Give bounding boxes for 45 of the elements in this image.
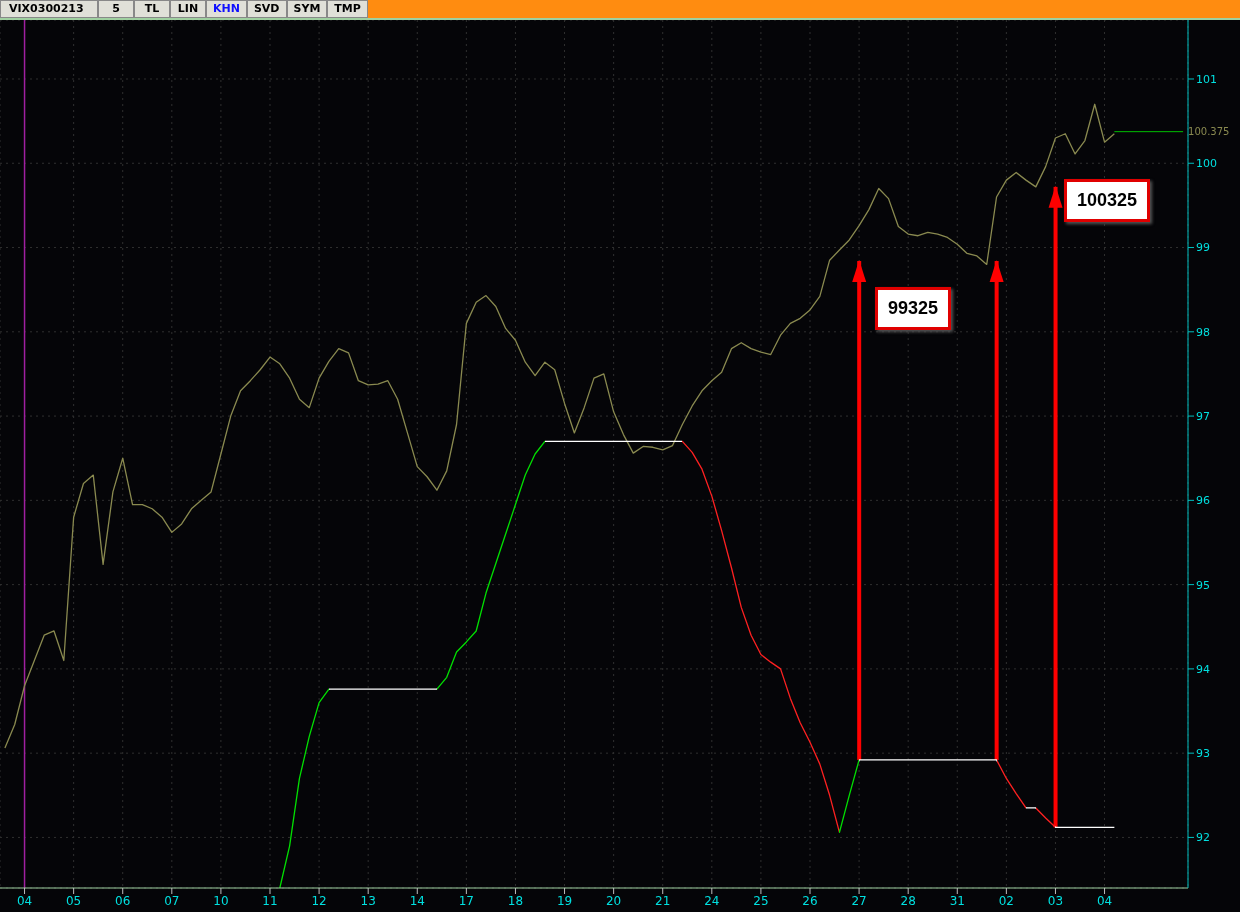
annotation: 99325 [875,287,952,330]
x-tick-label: 07 [164,893,180,908]
line-series [279,440,1116,888]
y-tick-label: 99 [1196,241,1210,255]
x-tick-label: 03 [1047,893,1064,908]
y-tick-label: 92 [1196,831,1210,845]
y-tick-label: 94 [1196,662,1210,676]
x-tick-label: 25 [753,893,769,908]
x-tick-label: 20 [606,893,622,908]
y-tick-label: 101 [1196,72,1217,86]
y-tick-label: 98 [1196,325,1210,339]
x-tick-label: 14 [409,893,425,908]
x-tick-label: 02 [998,893,1014,908]
chart-title: VIX0300213 [0,0,98,18]
x-tick-label: 17 [458,893,474,908]
x-tick-label: 12 [311,893,327,908]
y-tick-label: 96 [1196,494,1210,508]
text: TMP [327,0,368,18]
x-tick-label: 24 [704,893,720,908]
x-tick-label: 11 [262,893,278,908]
x-tick-label: 27 [851,893,867,908]
y-tick-label: 100 [1196,157,1217,171]
x-tick-label: 21 [655,893,671,908]
text: KHN [206,0,247,18]
text: 5 [98,0,134,18]
y-tick-label: 95 [1196,578,1210,592]
y-tick-label: 93 [1196,747,1210,761]
annotation: 100325 [1064,179,1151,222]
x-tick-label: 05 [66,893,82,908]
x-tick-label: 26 [802,893,818,908]
x-tick-label: 06 [115,893,131,908]
x-tick-label: 28 [900,893,916,908]
x-tick-label: 31 [949,893,965,908]
text: SVD [246,0,287,18]
y-tick-label: 97 [1196,409,1210,423]
x-tick-label: 04 [1096,893,1113,908]
text: SYM [286,0,328,18]
x-tick-label: 10 [213,893,229,908]
x-tick-label: 04 [16,893,33,908]
text: TL [134,0,170,18]
ref-line-label: 100.375 [1188,126,1230,138]
text: LIN [170,0,206,18]
x-tick-label: 18 [507,893,524,908]
x-tick-label: 13 [360,893,376,908]
x-tick-label: 19 [556,893,573,908]
